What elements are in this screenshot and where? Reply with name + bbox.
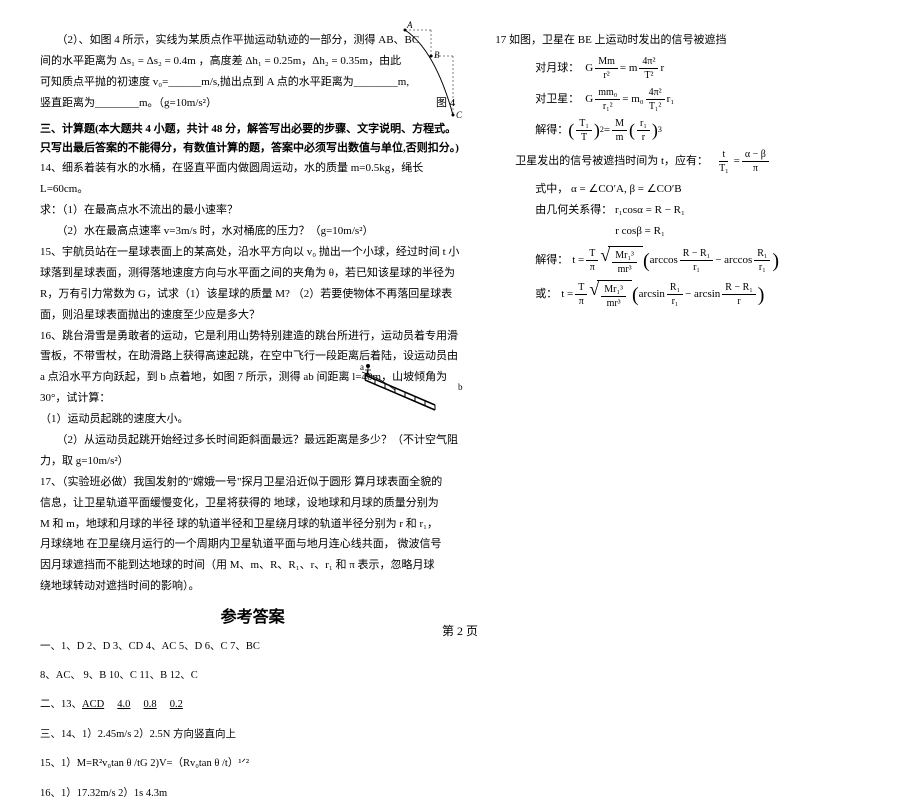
solve1-label: 解得：: [535, 123, 568, 137]
q17: 17、（实验班必做）我国发射的"嫦娥一号"探月卫星沿近似于圆形 算月球表面全貌的…: [40, 472, 465, 597]
eq-t-ratio: 卫星发出的信号被遮挡时间为 t，应有： tT₁ = α − βπ: [515, 148, 880, 175]
eq-solve2: 解得： t = Tπ √Mr₁³mr³ ( arccos R − R₁r₁ − …: [535, 246, 880, 276]
q17-head: 17 如图，卫星在 BE 上运动时发出的信号被遮挡: [495, 30, 880, 51]
svg-text:A: A: [406, 20, 413, 30]
ans-1: 一、1、D 2、D 3、CD 4、AC 5、D 6、C 7、BC: [40, 638, 465, 657]
or-label: 或：: [535, 287, 557, 301]
q2-d-text: 竖直距离为________m。（g=10m/s²）: [40, 97, 217, 109]
page-footer: 第 2 页: [0, 622, 920, 639]
q15: 15、宇航员站在一星球表面上的某高处，沿水平方向以 v₀ 抛出一个小球，经过时间…: [40, 242, 465, 326]
geom2: r cosβ = R₁: [615, 221, 880, 242]
frac-pi: π: [750, 162, 761, 175]
frac-t: t: [719, 148, 728, 162]
eq-moon: 对月球： G Mmr² = m 4π²T² r: [535, 55, 880, 82]
eq-or: 或： t = Tπ √Mr₁³mr³ ( arcsin R₁r₁ − arcsi…: [535, 280, 880, 310]
svg-text:b: b: [458, 382, 463, 392]
figure-skate: b a: [360, 360, 470, 415]
svg-text:a: a: [360, 362, 364, 372]
section-3-sub: 只写出最后答案的不能得分，有数值计算的题，答案中必须写出数值与单位,否则扣分。): [40, 138, 465, 159]
ans-3: 二、13、ACD 4.0 0.8 0.2: [40, 696, 465, 715]
ans-2: 8、AC、 9、B 10、C 11、B 12、C: [40, 667, 465, 686]
frac-t1: T₁: [716, 162, 732, 175]
ans-5: 15、1）M=R²v₀tan θ /tG 2)V=（Rv₀tan θ /t）¹ᐟ…: [40, 755, 465, 774]
moon-label: 对月球：: [535, 61, 579, 75]
left-column: A B C （2）、如图 4 所示，实线为某质点作平抛运动轨迹的一部分，测得 A…: [40, 30, 465, 590]
geom: 由几何关系得： r₁cosα = R − R₁: [535, 200, 880, 221]
svg-text:C: C: [456, 110, 463, 120]
q14-1: 求：（1）在最高点水不流出的最小速率？: [40, 200, 465, 221]
eq-solve1: 解得： ( T₁T )2 = Mm ( r₁r )3: [535, 117, 880, 144]
ans-4: 三、14、1）2.45m/s 2）2.5N 方向竖直向上: [40, 726, 465, 745]
sat-label: 对卫星：: [535, 92, 579, 106]
q14: 14、细系着装有水的水桶，在竖直平面内做圆周运动，水的质量 m=0.5kg，绳长…: [40, 158, 465, 200]
t1-text: 卫星发出的信号被遮挡时间为 t，应有：: [515, 154, 708, 168]
eq-sat: 对卫星： G mm₀r₁² = m₀ 4π²T₁² r₁: [535, 86, 880, 113]
ans-6: 16、1）17.32m/s 2）1s 4.3m: [40, 785, 465, 804]
frac-ab: α − β: [742, 148, 769, 162]
figure-4: A B C: [385, 20, 470, 130]
solve2-label: 解得：: [535, 253, 568, 267]
right-column: 17 如图，卫星在 BE 上运动时发出的信号被遮挡 对月球： G Mmr² = …: [495, 30, 880, 590]
q14-2: （2）水在最高点速率 v=3m/s 时，水对桶底的压力？（g=10m/s²）: [40, 221, 465, 242]
where: 式中， α = ∠CO′A, β = ∠CO′B: [535, 179, 880, 200]
q16-2: （2）从运动员起跳开始经过多长时间距斜面最远？最远距离是多少？（不计空气阻力，取…: [40, 430, 465, 472]
svg-text:B: B: [434, 50, 440, 60]
